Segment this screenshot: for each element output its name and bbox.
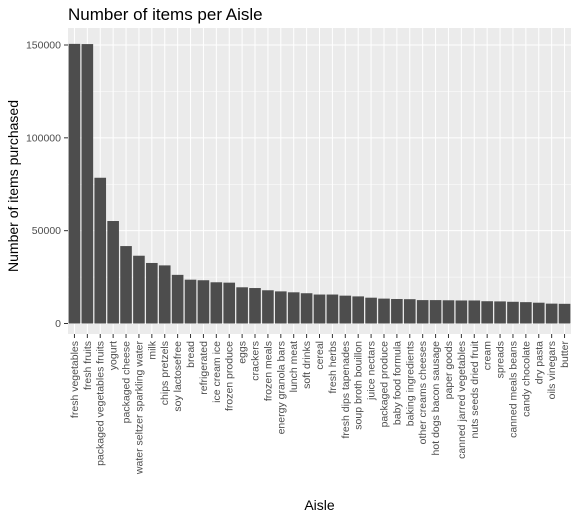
x-tick-label: soup broth bouillon <box>353 341 365 430</box>
x-tick-label: canned jarred vegetables <box>456 341 468 459</box>
bar <box>326 294 339 324</box>
bar <box>391 298 403 324</box>
bar <box>120 246 132 324</box>
y-tick-label: 50000 <box>32 225 61 237</box>
x-tick-label: packaged cheese <box>121 341 133 423</box>
y-axis: 0 50000 100000 150000 <box>26 40 68 330</box>
bar <box>313 294 326 324</box>
bar <box>210 282 223 324</box>
bar <box>68 43 81 324</box>
bar <box>455 300 468 324</box>
bar <box>468 300 481 324</box>
bar <box>378 298 390 324</box>
bar <box>94 177 107 324</box>
x-tick-label: refrigerated <box>198 341 210 395</box>
x-tick-label: lunch meat <box>288 341 300 392</box>
x-tick-label: cereal <box>314 341 326 370</box>
x-tick-label: eggs <box>237 341 249 364</box>
bar <box>545 303 558 324</box>
x-tick-label: frozen meals <box>262 341 274 401</box>
x-tick-label: canned meals beans <box>507 341 519 438</box>
x-axis-title: Aisle <box>304 497 335 513</box>
x-tick-label: fresh herbs <box>327 341 339 394</box>
bar <box>107 221 119 324</box>
x-tick-label: oils vinegars <box>546 341 558 399</box>
bar <box>558 303 571 324</box>
bar <box>287 292 300 324</box>
bar <box>197 280 210 324</box>
bar <box>339 295 352 324</box>
x-tick-label: ice cream ice <box>211 341 223 403</box>
x-tick-label: fresh vegetables <box>69 341 81 418</box>
bar <box>133 255 145 324</box>
x-tick-label: milk <box>146 340 158 359</box>
bar <box>442 300 455 324</box>
bar <box>481 301 493 324</box>
bar <box>171 274 184 324</box>
bar <box>416 300 429 324</box>
x-tick-label: dry pasta <box>533 341 545 384</box>
bar <box>532 302 545 324</box>
x-tick-label: spreads <box>495 341 507 378</box>
y-tick-label: 150000 <box>26 40 61 52</box>
x-tick-label: chips pretzels <box>159 341 171 405</box>
bar <box>158 265 171 324</box>
bar <box>81 44 94 324</box>
x-tick-label: packaged vegetables fruits <box>95 341 107 466</box>
x-tick-label: fresh dips tapenades <box>340 341 352 438</box>
bar <box>300 293 313 324</box>
y-tick-label: 0 <box>55 318 61 330</box>
x-tick-label: soft drinks <box>301 341 313 389</box>
bar <box>249 288 261 324</box>
chart-title: Number of items per Aisle <box>68 5 263 24</box>
bar <box>429 300 442 324</box>
y-axis-title: Number of items purchased <box>5 100 21 272</box>
bar <box>352 296 364 324</box>
bar <box>236 287 248 324</box>
x-tick-label: soy lactosefree <box>172 341 184 412</box>
x-tick-label: crackers <box>250 341 262 381</box>
x-tick-label: other creams cheeses <box>417 341 429 444</box>
bar <box>223 282 236 324</box>
x-tick-label: hot dogs bacon sausage <box>430 341 442 456</box>
bar <box>507 301 519 324</box>
bar <box>275 291 287 324</box>
x-tick-label: juice nectars <box>366 341 378 401</box>
x-tick-label: candy chocolate <box>520 341 532 417</box>
x-tick-label: baking ingredients <box>404 341 416 426</box>
x-tick-label: packaged produce <box>378 341 390 428</box>
bar <box>494 301 506 324</box>
x-tick-label: frozen produce <box>224 341 236 411</box>
x-tick-label: fresh fruits <box>82 341 94 390</box>
x-tick-label: butter <box>559 341 571 368</box>
x-tick-label: bread <box>185 341 197 368</box>
bar <box>365 297 377 324</box>
x-axis: fresh vegetables fresh fruits packaged veg… <box>69 334 571 475</box>
x-tick-label: baby food formula <box>391 341 403 425</box>
bar <box>184 279 197 324</box>
x-tick-label: water seltzer sparkling water <box>133 341 145 476</box>
x-tick-label: paper goods <box>443 341 455 399</box>
x-tick-label: cream <box>482 341 494 370</box>
y-tick-label: 100000 <box>26 132 61 144</box>
bar <box>403 299 416 324</box>
x-tick-label: yogurt <box>108 341 120 370</box>
bars <box>68 43 571 324</box>
x-tick-label: energy granola bars <box>275 341 287 434</box>
x-tick-label: nuts seeds dried fruit <box>469 341 481 439</box>
bar <box>146 262 158 324</box>
bar <box>520 302 532 324</box>
bar <box>262 290 274 324</box>
